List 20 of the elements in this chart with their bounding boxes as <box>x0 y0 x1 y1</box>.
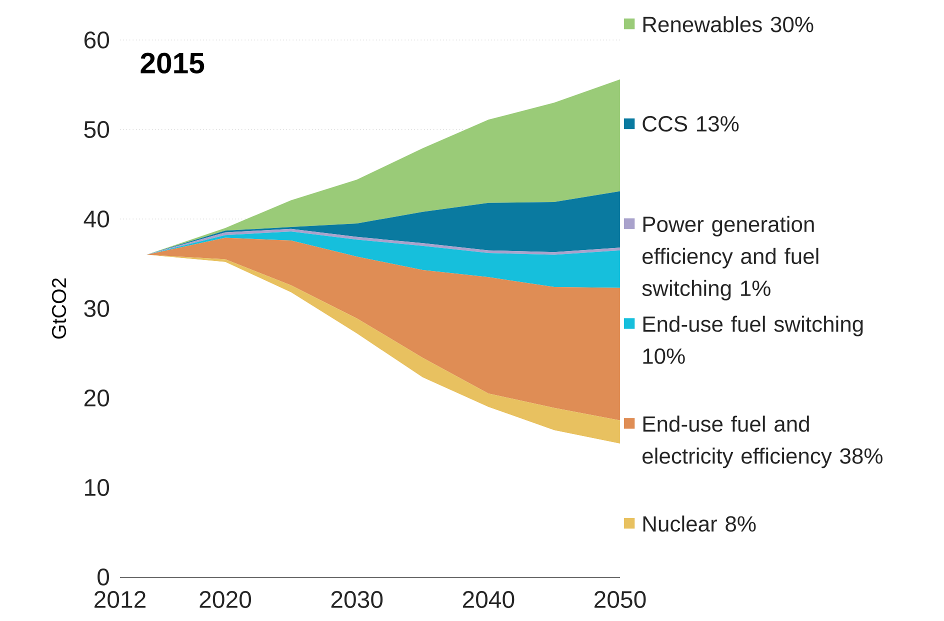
legend-label: Power generation efficiency and fuel switching 1% <box>642 216 818 300</box>
y-tick-label: 40 <box>84 210 110 228</box>
legend-label: Renewables 30% <box>643 16 814 32</box>
legend-label: CCS 13% <box>642 116 739 132</box>
x-tick-label: 2040 <box>462 591 514 608</box>
y-tick-label: 30 <box>84 300 110 317</box>
x-tick-label: 2030 <box>331 591 383 608</box>
y-axis-title: GtCO2 <box>52 278 66 339</box>
legend-label: End-use fuel switching 10% <box>643 316 863 364</box>
x-tick-label: 2012 <box>94 591 146 608</box>
y-tick-label: 50 <box>84 120 110 138</box>
y-tick-label: 20 <box>84 389 110 406</box>
x-tick-label: 2050 <box>594 591 646 608</box>
y-tick-label: 10 <box>85 478 110 496</box>
legend-label: End-use fuel and electricity efficiency 38% <box>642 416 882 468</box>
chart-title: 2015 <box>140 52 204 74</box>
legend-label: Nuclear 8% <box>643 516 756 532</box>
y-tick-label: 0 <box>98 568 110 586</box>
x-tick-label: 2020 <box>200 591 252 608</box>
y-tick-label: 60 <box>84 31 110 48</box>
